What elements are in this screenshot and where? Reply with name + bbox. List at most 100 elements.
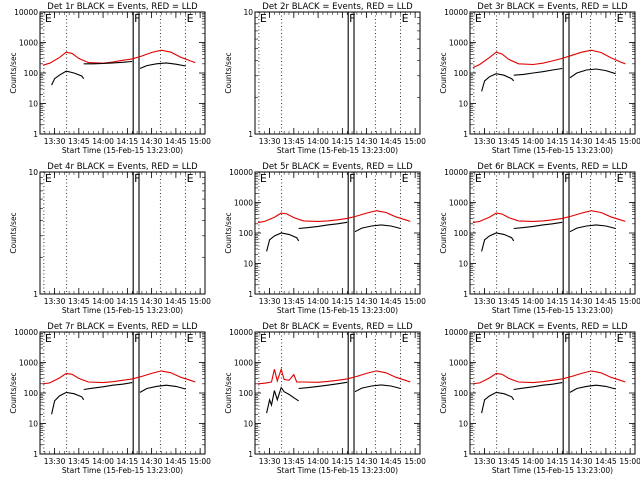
- series-lld-line: [472, 210, 626, 224]
- x-tick-label: 14:30: [356, 137, 378, 146]
- y-tick-label: 100: [454, 69, 469, 78]
- panel-title: Det 7r BLACK = Events, RED = LLD: [47, 322, 198, 332]
- panel-title: Det 5r BLACK = Events, RED = LLD: [262, 162, 413, 172]
- series-lld-line: [472, 370, 626, 385]
- x-tick-label: 14:15: [332, 297, 354, 306]
- series-events-line: [266, 232, 300, 252]
- y-axis-label: Counts/sec: [439, 212, 448, 253]
- x-tick-label: 15:00: [404, 137, 426, 146]
- x-tick-label: 14:00: [522, 457, 544, 466]
- y-tick-label: 10000: [14, 8, 38, 17]
- y-tick-label: 10000: [444, 168, 468, 177]
- panel-title: Det 4r BLACK = Events, RED = LLD: [47, 162, 198, 172]
- x-tick-label: 13:30: [44, 297, 66, 306]
- series-events-line: [513, 67, 563, 76]
- series-events-line: [513, 382, 563, 391]
- panel-title: Det 8r BLACK = Events, RED = LLD: [262, 322, 413, 332]
- y-axis-label: Counts/sec: [9, 52, 18, 93]
- vline-label: E: [45, 12, 52, 25]
- panel-det2: Det 2r BLACK = Events, RED = LLD 1 10 13:30…: [224, 2, 426, 155]
- series-lld-line: [257, 210, 411, 224]
- x-axis-label: Start Time (15-Feb-15 13:23:00): [62, 146, 183, 155]
- x-tick-label: 14:15: [547, 137, 569, 146]
- y-tick-label: 10: [458, 260, 468, 269]
- vline-label: F: [564, 172, 570, 185]
- y-tick-label: 1000: [234, 199, 253, 208]
- x-tick-label: 14:15: [547, 297, 569, 306]
- series-events-line: [569, 224, 616, 233]
- series-lld-line: [42, 49, 196, 66]
- vline-label: F: [134, 12, 140, 25]
- y-tick-label: 10000: [444, 8, 468, 17]
- series-events-line: [51, 391, 85, 415]
- vline-label: E: [617, 332, 624, 345]
- panel-title: Det 2r BLACK = Events, RED = LLD: [262, 2, 413, 12]
- series-events-line: [139, 62, 186, 70]
- y-axis-label: Counts/sec: [224, 372, 233, 413]
- vline-label: E: [617, 172, 624, 185]
- x-tick-label: 13:30: [259, 297, 281, 306]
- x-tick-label: 13:45: [68, 137, 90, 146]
- vline-label: E: [260, 172, 267, 185]
- x-tick-label: 14:45: [380, 297, 402, 306]
- x-tick-label: 13:30: [474, 137, 496, 146]
- panel-title: Det 6r BLACK = Events, RED = LLD: [477, 162, 628, 172]
- series-events-line: [481, 73, 515, 92]
- panel-title: Det 9r BLACK = Events, RED = LLD: [477, 322, 628, 332]
- panel-det4: Det 4r BLACK = Events, RED = LLD 1 10 13:30…: [9, 162, 211, 315]
- x-tick-label: 15:00: [619, 297, 640, 306]
- y-tick-label: 1: [33, 130, 38, 139]
- vline-label: E: [617, 12, 624, 25]
- y-tick-label: 10: [243, 8, 253, 17]
- y-tick-label: 10: [243, 420, 253, 429]
- y-axis-label: Counts/sec: [9, 372, 18, 413]
- x-tick-label: 15:00: [189, 457, 211, 466]
- x-tick-label: 14:45: [165, 457, 187, 466]
- y-axis-label: Counts/sec: [224, 52, 233, 93]
- x-axis-label: Start Time (15-Feb-15 13:23:00): [277, 146, 398, 155]
- y-tick-label: 1000: [19, 359, 38, 368]
- plot-frame: [254, 11, 421, 135]
- x-tick-label: 14:45: [595, 457, 617, 466]
- x-tick-label: 14:15: [117, 137, 139, 146]
- series-events-line: [298, 221, 348, 230]
- plot-frame: [469, 11, 636, 135]
- x-tick-label: 14:15: [547, 457, 569, 466]
- y-axis-label: Counts/sec: [9, 212, 18, 253]
- panel-title: Det 1r BLACK = Events, RED = LLD: [47, 2, 198, 12]
- series-events-line: [298, 381, 348, 390]
- vline-label: E: [260, 12, 267, 25]
- series-events-line: [569, 68, 616, 79]
- panel-det9: Det 9r BLACK = Events, RED = LLD 1 10 100 10…: [439, 322, 640, 475]
- y-axis-label: Counts/sec: [224, 212, 233, 253]
- x-tick-label: 14:00: [92, 457, 114, 466]
- x-tick-label: 13:30: [44, 457, 66, 466]
- y-tick-label: 1: [248, 290, 253, 299]
- y-tick-label: 1000: [449, 199, 468, 208]
- x-tick-label: 14:30: [356, 457, 378, 466]
- y-tick-label: 100: [454, 229, 469, 238]
- y-tick-label: 100: [24, 389, 39, 398]
- y-tick-label: 1000: [234, 359, 253, 368]
- y-tick-label: 1: [33, 450, 38, 459]
- y-tick-label: 1: [463, 130, 468, 139]
- series-events-line: [83, 60, 133, 65]
- y-tick-label: 100: [239, 229, 254, 238]
- y-tick-label: 10: [28, 168, 38, 177]
- x-tick-label: 13:45: [498, 457, 520, 466]
- plot-frame: [254, 331, 421, 455]
- y-tick-label: 10000: [14, 328, 38, 337]
- panel-det3: Det 3r BLACK = Events, RED = LLD 1 10 100 10…: [439, 2, 640, 155]
- x-tick-label: 13:45: [68, 297, 90, 306]
- series-events-line: [266, 386, 300, 414]
- x-tick-label: 14:00: [307, 137, 329, 146]
- x-tick-label: 14:00: [92, 297, 114, 306]
- y-tick-label: 10: [243, 260, 253, 269]
- x-tick-label: 15:00: [404, 297, 426, 306]
- x-axis-label: Start Time (15-Feb-15 13:23:00): [492, 466, 613, 475]
- vline-label: E: [260, 332, 267, 345]
- y-tick-label: 10: [458, 420, 468, 429]
- x-tick-label: 13:30: [259, 137, 281, 146]
- series-events-line: [481, 391, 515, 414]
